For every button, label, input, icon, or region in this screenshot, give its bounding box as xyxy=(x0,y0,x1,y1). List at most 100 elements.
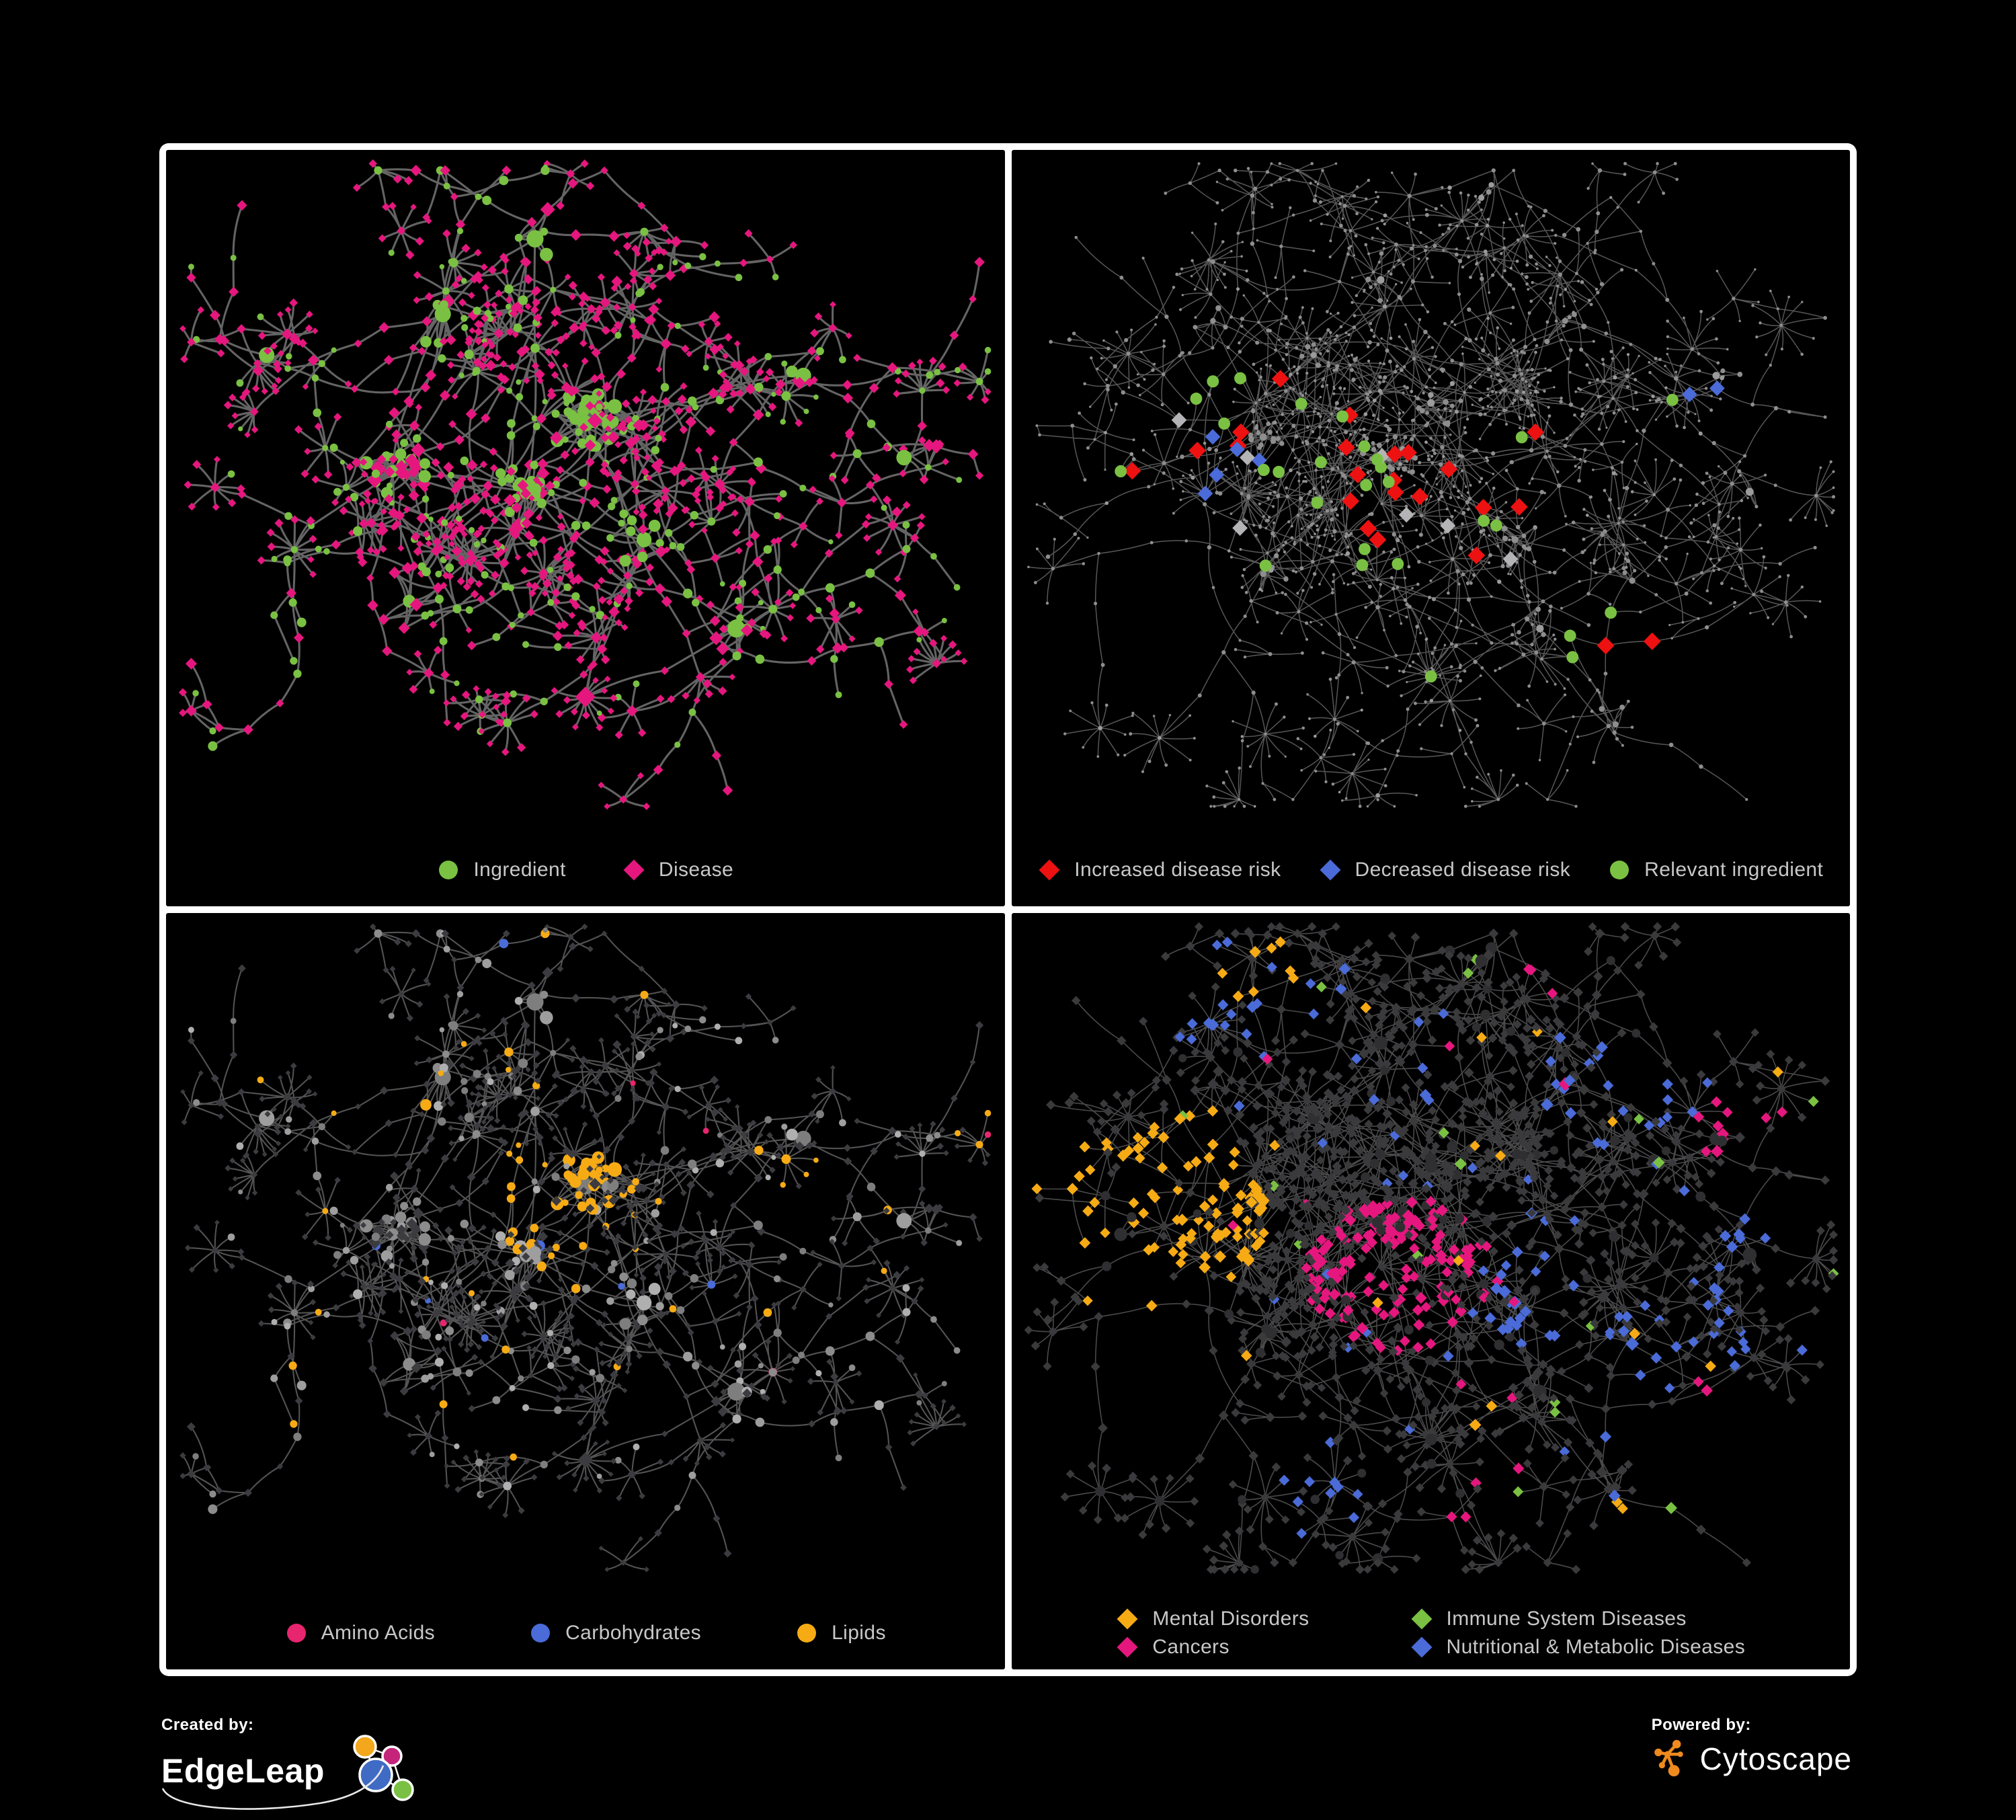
network-node-circle xyxy=(510,1453,517,1461)
network-node-circle xyxy=(1564,514,1567,518)
network-node-diamond xyxy=(661,486,670,496)
network-node-circle xyxy=(1365,741,1369,745)
network-node-circle xyxy=(1502,246,1506,250)
network-node-diamond xyxy=(579,339,588,348)
network-node-diamond xyxy=(711,1317,719,1325)
network-node-circle xyxy=(1461,572,1465,577)
network-node-diamond xyxy=(1238,1000,1247,1010)
network-node-diamond xyxy=(745,539,754,549)
network-node-diamond xyxy=(423,977,430,984)
network-node-circle xyxy=(1334,364,1339,368)
network-node-diamond xyxy=(467,1313,474,1320)
network-node-circle xyxy=(1123,733,1127,736)
network-node-diamond xyxy=(286,588,296,598)
network-node-diamond xyxy=(656,1061,662,1067)
network-node-diamond xyxy=(610,1458,617,1464)
network-node-circle xyxy=(1279,244,1283,249)
network-node-diamond xyxy=(1619,1200,1628,1210)
network-node-diamond xyxy=(1508,1162,1517,1171)
network-node-diamond xyxy=(602,381,612,392)
network-node-diamond xyxy=(725,1097,732,1104)
network-node-circle xyxy=(1273,797,1276,801)
network-node-diamond xyxy=(1281,1246,1291,1256)
network-node-diamond xyxy=(441,1434,449,1442)
network-node-circle xyxy=(1207,393,1211,397)
network-node-diamond xyxy=(882,495,892,505)
network-node-circle xyxy=(1359,428,1362,432)
network-node-circle xyxy=(1529,299,1533,303)
network-node-diamond xyxy=(356,553,364,561)
network-node-diamond xyxy=(520,487,532,500)
network-node-circle xyxy=(1644,499,1648,503)
network-node-circle xyxy=(1412,357,1416,361)
network-node-circle xyxy=(472,366,481,375)
network-node-diamond xyxy=(368,159,377,168)
network-node-circle xyxy=(1437,223,1441,227)
network-node-diamond xyxy=(638,1536,643,1542)
network-node-circle xyxy=(1270,162,1273,165)
network-node-circle xyxy=(655,1302,664,1311)
network-node-diamond xyxy=(231,412,239,420)
network-node-diamond xyxy=(1459,1546,1469,1555)
network-node-diamond xyxy=(407,1432,413,1438)
network-node-diamond xyxy=(588,1068,596,1076)
network-node-circle xyxy=(1342,1311,1353,1322)
network-node-diamond xyxy=(656,695,665,703)
network-node-circle xyxy=(1652,493,1656,497)
network-node-diamond xyxy=(1146,1188,1158,1200)
network-node-circle xyxy=(1459,191,1462,195)
network-node-circle xyxy=(1674,582,1678,586)
network-node-diamond xyxy=(1297,1288,1306,1297)
network-node-circle xyxy=(1746,497,1749,500)
network-node-diamond xyxy=(1341,492,1359,510)
network-node-diamond xyxy=(479,1491,484,1497)
network-node-diamond xyxy=(1343,1160,1353,1169)
network-node-diamond xyxy=(382,645,393,657)
network-node-diamond xyxy=(572,1211,578,1218)
network-node-circle xyxy=(1449,409,1451,413)
network-node-circle xyxy=(1447,185,1452,190)
network-node-circle xyxy=(1398,418,1401,422)
network-node-circle xyxy=(507,419,516,428)
network-node-diamond xyxy=(638,503,646,512)
network-node-circle xyxy=(1602,529,1607,534)
network-node-circle xyxy=(1488,553,1492,557)
network-node-diamond xyxy=(955,1413,961,1419)
network-node-diamond xyxy=(479,506,488,515)
network-node-circle xyxy=(1318,352,1322,356)
network-node-circle xyxy=(1670,637,1673,640)
network-node-circle xyxy=(1569,434,1572,437)
network-node-circle xyxy=(1584,363,1588,367)
network-node-circle xyxy=(1340,506,1344,510)
network-node-circle xyxy=(1474,718,1478,722)
network-node-diamond xyxy=(1264,1189,1275,1201)
network-node-circle xyxy=(1258,442,1264,448)
network-node-diamond xyxy=(606,567,614,575)
network-node-circle xyxy=(1178,308,1182,311)
network-node-circle xyxy=(465,1369,473,1377)
network-node-circle xyxy=(1275,493,1280,498)
network-node-circle xyxy=(1515,389,1519,393)
network-node-circle xyxy=(1389,576,1394,580)
network-node-circle xyxy=(1346,583,1349,586)
network-node-diamond xyxy=(917,1122,923,1128)
network-node-circle xyxy=(772,274,779,281)
network-node-circle xyxy=(434,1357,444,1367)
network-node-circle xyxy=(1309,621,1312,624)
network-node-diamond xyxy=(352,1222,361,1230)
network-node-diamond xyxy=(252,364,264,377)
network-node-circle xyxy=(1625,559,1630,563)
network-node-circle xyxy=(1523,344,1527,350)
network-node-diamond xyxy=(680,1028,688,1035)
network-node-circle xyxy=(1687,535,1691,539)
network-node-diamond xyxy=(914,1411,920,1418)
network-node-diamond xyxy=(1480,1173,1490,1182)
network-node-diamond xyxy=(596,390,602,397)
network-node-circle xyxy=(1346,252,1350,256)
network-node-circle xyxy=(1717,502,1721,506)
network-edges xyxy=(1028,163,1834,807)
network-node-circle xyxy=(1399,368,1404,372)
network-node-diamond xyxy=(501,1474,507,1480)
network-node-circle xyxy=(1259,367,1262,370)
network-node-diamond xyxy=(284,306,292,313)
